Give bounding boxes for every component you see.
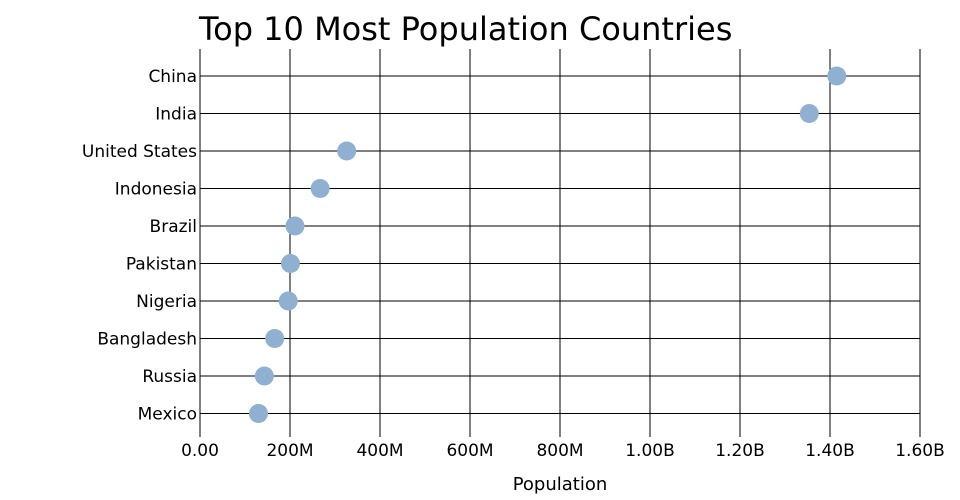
y-tick-label: United States — [82, 142, 197, 162]
data-point — [278, 291, 298, 311]
y-tick-label: Russia — [142, 367, 197, 387]
x-tick-label: 400M — [356, 441, 403, 461]
data-point — [285, 216, 305, 236]
x-tick-label: 1.40B — [805, 441, 855, 461]
x-axis-label: Population — [513, 474, 608, 495]
chart-title: Top 10 Most Population Countries — [198, 10, 732, 48]
x-axis-tick-labels: 0.00 200M 400M 600M 800M 1.00B 1.20B 1.40B 1.60B — [181, 441, 945, 461]
data-points — [249, 66, 847, 423]
x-tick-label: 200M — [266, 441, 313, 461]
gridlines — [199, 49, 921, 437]
x-tick-label: 0.00 — [181, 441, 219, 461]
y-tick-label: Mexico — [138, 405, 197, 425]
data-point — [280, 254, 300, 273]
y-axis-tick-labels: China India United States Indonesia Brazil Pa… — [82, 67, 197, 425]
x-tick-label: 1.20B — [715, 441, 765, 461]
data-point — [265, 329, 285, 348]
y-tick-label: China — [148, 67, 197, 87]
x-tick-label: 1.00B — [625, 441, 675, 461]
data-point — [254, 366, 274, 386]
data-point — [799, 104, 819, 123]
data-point — [827, 66, 847, 86]
y-tick-label: India — [155, 105, 197, 125]
data-point — [337, 141, 357, 161]
y-tick-label: Bangladesh — [97, 330, 197, 350]
y-tick-label: Nigeria — [136, 292, 197, 312]
y-tick-label: Pakistan — [126, 255, 197, 275]
x-tick-label: 1.60B — [895, 441, 945, 461]
y-tick-label: Brazil — [150, 217, 197, 237]
data-point — [249, 404, 268, 423]
x-tick-label: 600M — [446, 441, 493, 461]
y-tick-label: Indonesia — [115, 180, 197, 200]
data-point — [310, 179, 330, 198]
x-tick-label: 800M — [536, 441, 583, 461]
